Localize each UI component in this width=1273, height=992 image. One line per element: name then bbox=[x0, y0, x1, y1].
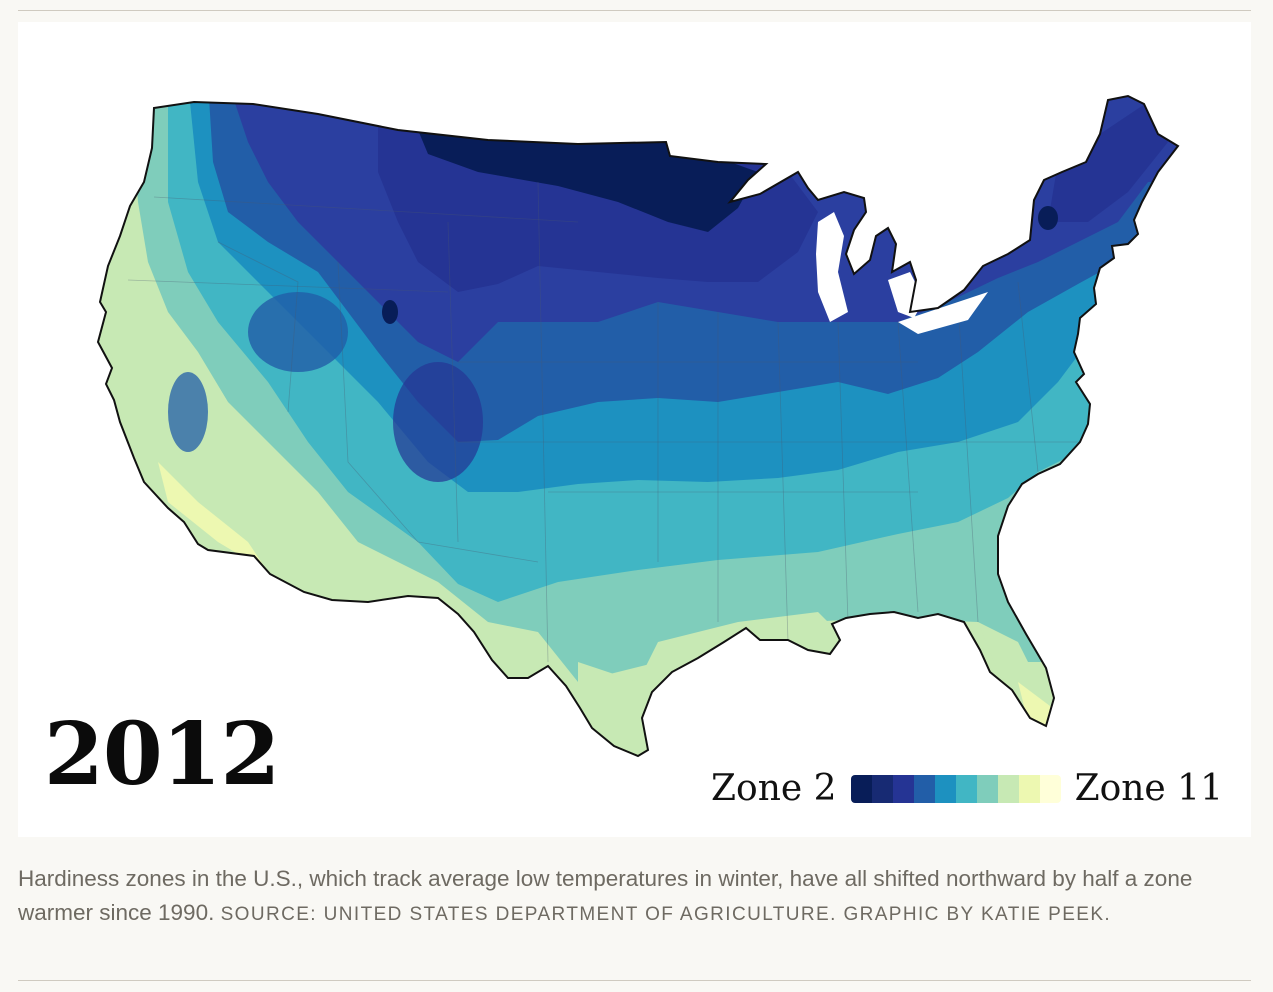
top-divider bbox=[18, 10, 1251, 11]
legend-swatch-9 bbox=[1018, 775, 1040, 803]
caption-text: Hardiness zones in the U.S., which track… bbox=[18, 866, 1193, 925]
caption-source: Source: United States Department of Agri… bbox=[220, 904, 1112, 925]
legend-swatch-5 bbox=[934, 775, 956, 803]
legend-swatch-6 bbox=[955, 775, 977, 803]
zone-2-spot-west bbox=[382, 300, 398, 324]
legend-swatch-3 bbox=[892, 775, 914, 803]
sierra-zone bbox=[168, 372, 208, 452]
state-borders bbox=[127, 181, 1088, 663]
legend-swatch-8 bbox=[997, 775, 1019, 803]
legend-color-scale bbox=[850, 775, 1061, 803]
legend-swatch-10 bbox=[1039, 775, 1061, 803]
zone-2-spot-northeast bbox=[1038, 206, 1058, 230]
map-year: 2012 bbox=[44, 704, 280, 805]
figure-frame: 2012 Zone 2 Zone 11 Hardiness zones in t… bbox=[18, 10, 1251, 982]
california-zone-10 bbox=[158, 462, 268, 572]
hardiness-map-figure: 2012 Zone 2 Zone 11 bbox=[18, 22, 1251, 837]
us-hardiness-map bbox=[97, 95, 1179, 757]
lake-michigan bbox=[816, 212, 848, 322]
legend-swatch-2 bbox=[871, 775, 893, 803]
zone-3-northeast bbox=[1048, 102, 1168, 222]
lake-erie bbox=[898, 292, 988, 334]
bottom-divider bbox=[18, 980, 1251, 981]
pacific-coast-zone-9 bbox=[98, 322, 128, 422]
legend-swatch-7 bbox=[976, 775, 998, 803]
legend-swatch-4 bbox=[913, 775, 935, 803]
zone-legend: Zone 2 Zone 11 bbox=[711, 764, 1223, 814]
legend-end-label: Zone 11 bbox=[1074, 768, 1223, 809]
legend-start-label: Zone 2 bbox=[711, 768, 837, 809]
mountain-zone-5 bbox=[248, 292, 348, 372]
legend-swatch-1 bbox=[850, 775, 872, 803]
rocky-mountain-zone bbox=[393, 362, 483, 482]
figure-caption: Hardiness zones in the U.S., which track… bbox=[18, 862, 1251, 932]
